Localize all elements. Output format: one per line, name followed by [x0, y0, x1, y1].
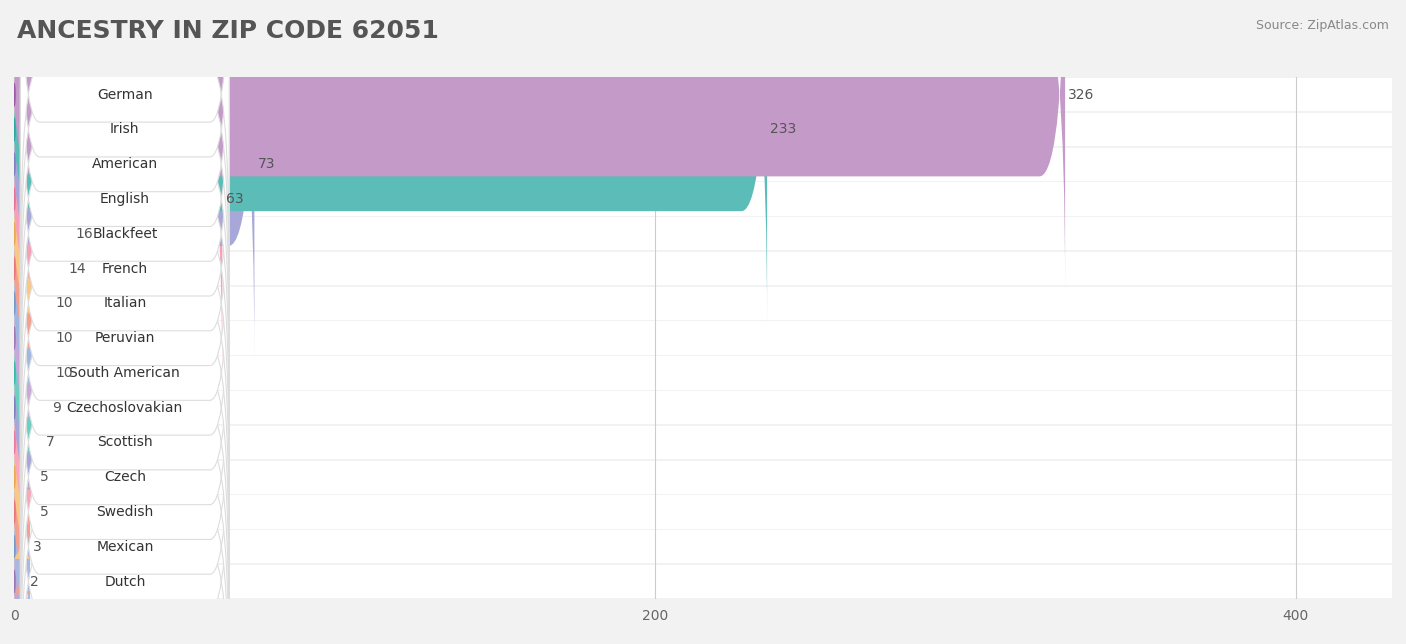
- Text: 10: 10: [56, 331, 73, 345]
- Text: English: English: [100, 192, 150, 206]
- FancyBboxPatch shape: [21, 296, 229, 644]
- Text: 10: 10: [56, 296, 73, 310]
- FancyBboxPatch shape: [14, 147, 1392, 181]
- FancyBboxPatch shape: [7, 316, 37, 644]
- Text: Czechoslovakian: Czechoslovakian: [66, 401, 183, 415]
- Text: 2: 2: [30, 574, 39, 589]
- Text: American: American: [91, 157, 157, 171]
- Text: 3: 3: [34, 540, 42, 554]
- FancyBboxPatch shape: [14, 530, 1392, 564]
- FancyBboxPatch shape: [21, 366, 229, 644]
- Circle shape: [13, 153, 15, 175]
- FancyBboxPatch shape: [7, 142, 52, 535]
- Text: Italian: Italian: [103, 296, 146, 310]
- Text: Blackfeet: Blackfeet: [93, 227, 157, 241]
- FancyBboxPatch shape: [21, 0, 229, 276]
- Circle shape: [13, 292, 15, 314]
- Circle shape: [13, 258, 15, 279]
- FancyBboxPatch shape: [14, 356, 1392, 390]
- FancyBboxPatch shape: [7, 246, 44, 639]
- FancyBboxPatch shape: [7, 72, 65, 465]
- FancyBboxPatch shape: [1, 385, 34, 644]
- FancyBboxPatch shape: [7, 0, 254, 361]
- FancyBboxPatch shape: [4, 350, 34, 644]
- Circle shape: [13, 397, 15, 419]
- FancyBboxPatch shape: [7, 0, 768, 326]
- FancyBboxPatch shape: [7, 176, 52, 569]
- Circle shape: [13, 571, 15, 592]
- FancyBboxPatch shape: [21, 401, 229, 644]
- FancyBboxPatch shape: [21, 157, 229, 519]
- Text: 233: 233: [770, 122, 797, 137]
- FancyBboxPatch shape: [21, 122, 229, 484]
- FancyBboxPatch shape: [21, 331, 229, 644]
- FancyBboxPatch shape: [14, 495, 1392, 529]
- FancyBboxPatch shape: [14, 287, 1392, 320]
- FancyBboxPatch shape: [14, 565, 1392, 598]
- Text: 5: 5: [39, 470, 48, 484]
- FancyBboxPatch shape: [21, 88, 229, 450]
- FancyBboxPatch shape: [14, 78, 1392, 111]
- Text: Scottish: Scottish: [97, 435, 153, 450]
- Text: German: German: [97, 88, 153, 102]
- FancyBboxPatch shape: [21, 261, 229, 623]
- FancyBboxPatch shape: [21, 0, 229, 310]
- FancyBboxPatch shape: [14, 182, 1392, 216]
- Text: Source: ZipAtlas.com: Source: ZipAtlas.com: [1256, 19, 1389, 32]
- Text: Peruvian: Peruvian: [94, 331, 155, 345]
- Text: 7: 7: [46, 435, 55, 450]
- Text: 326: 326: [1069, 88, 1095, 102]
- Text: 63: 63: [225, 192, 243, 206]
- FancyBboxPatch shape: [7, 37, 72, 430]
- Text: 10: 10: [56, 366, 73, 380]
- FancyBboxPatch shape: [14, 217, 1392, 251]
- FancyBboxPatch shape: [7, 3, 222, 395]
- Text: Swedish: Swedish: [96, 505, 153, 519]
- FancyBboxPatch shape: [14, 426, 1392, 459]
- Circle shape: [13, 536, 15, 558]
- Circle shape: [13, 223, 15, 245]
- Text: 16: 16: [75, 227, 93, 241]
- Text: Czech: Czech: [104, 470, 146, 484]
- FancyBboxPatch shape: [21, 192, 229, 554]
- FancyBboxPatch shape: [14, 252, 1392, 285]
- FancyBboxPatch shape: [14, 391, 1392, 424]
- Text: Mexican: Mexican: [96, 540, 153, 554]
- Circle shape: [13, 501, 15, 523]
- Text: 5: 5: [39, 505, 48, 519]
- Text: French: French: [101, 261, 148, 276]
- Circle shape: [13, 362, 15, 384]
- Circle shape: [13, 431, 15, 453]
- FancyBboxPatch shape: [21, 53, 229, 415]
- Text: Irish: Irish: [110, 122, 139, 137]
- FancyBboxPatch shape: [14, 321, 1392, 355]
- FancyBboxPatch shape: [21, 227, 229, 589]
- Circle shape: [13, 118, 15, 140]
- FancyBboxPatch shape: [7, 107, 52, 500]
- Circle shape: [13, 84, 15, 106]
- Text: Dutch: Dutch: [104, 574, 146, 589]
- Text: 73: 73: [257, 157, 276, 171]
- Text: ANCESTRY IN ZIP CODE 62051: ANCESTRY IN ZIP CODE 62051: [17, 19, 439, 43]
- FancyBboxPatch shape: [21, 0, 229, 345]
- FancyBboxPatch shape: [7, 281, 37, 644]
- Circle shape: [13, 327, 15, 349]
- FancyBboxPatch shape: [14, 460, 1392, 494]
- FancyBboxPatch shape: [7, 0, 1066, 291]
- Circle shape: [13, 188, 15, 210]
- FancyBboxPatch shape: [14, 113, 1392, 146]
- Text: South American: South American: [69, 366, 180, 380]
- Text: 9: 9: [52, 401, 62, 415]
- Circle shape: [13, 466, 15, 488]
- Text: 14: 14: [69, 261, 86, 276]
- FancyBboxPatch shape: [7, 211, 49, 604]
- FancyBboxPatch shape: [21, 18, 229, 380]
